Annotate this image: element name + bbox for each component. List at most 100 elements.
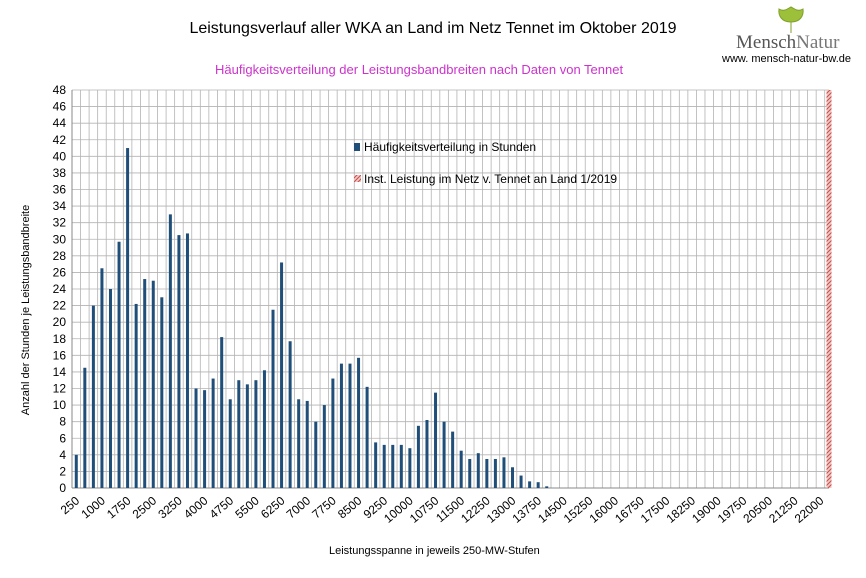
bar <box>237 380 241 488</box>
chart-title: Leistungsverlauf aller WKA an Land im Ne… <box>189 20 677 37</box>
bar <box>288 341 292 488</box>
y-tick-label: 2 <box>59 464 66 478</box>
bar <box>493 458 497 488</box>
legend-swatch-capacity <box>354 175 361 182</box>
x-axis-label: Leistungsspanne in jeweils 250-MW-Stufen <box>329 545 540 557</box>
y-tick-label: 32 <box>53 216 67 230</box>
x-tick-label: 1000 <box>78 493 108 521</box>
bar <box>211 378 215 488</box>
bar <box>297 399 301 488</box>
y-tick-label: 20 <box>53 315 67 329</box>
x-tick-label: 8500 <box>335 493 365 521</box>
y-tick-label: 16 <box>53 348 67 362</box>
bar <box>185 233 189 488</box>
x-tick-label: 5500 <box>232 493 262 521</box>
legend: Häufigkeitsverteilung in Stunden Inst. Le… <box>354 140 617 186</box>
bar <box>194 388 198 488</box>
x-tick-label: 3250 <box>155 493 185 521</box>
y-tick-label: 24 <box>53 282 67 296</box>
x-tick-label: 1750 <box>104 493 134 521</box>
bar <box>168 214 172 488</box>
bar <box>91 305 95 488</box>
x-tick-label: 10750 <box>407 493 442 525</box>
y-tick-label: 22 <box>53 299 67 313</box>
ginkgo-leaf-icon <box>778 6 804 33</box>
bar <box>228 399 232 488</box>
x-tick-label: 6250 <box>258 493 288 521</box>
x-tick-label: 4000 <box>181 493 211 521</box>
bar <box>348 363 352 488</box>
legend-label-bars: Häufigkeitsverteilung in Stunden <box>364 140 536 154</box>
bar <box>434 392 438 488</box>
bar <box>100 268 104 488</box>
bar <box>545 486 549 488</box>
y-tick-label: 36 <box>53 183 67 197</box>
bar <box>382 444 386 488</box>
y-tick-label: 14 <box>53 365 67 379</box>
bar <box>280 262 284 488</box>
y-tick-label: 26 <box>53 265 67 279</box>
x-tick-label: 250 <box>58 493 83 517</box>
chart-subtitle: Häufigkeitsverteilung der Leistungsbandb… <box>215 62 624 77</box>
bar <box>74 454 78 488</box>
bar <box>442 421 446 488</box>
bar <box>425 420 429 488</box>
y-tick-label: 12 <box>53 382 67 396</box>
bar <box>271 309 275 488</box>
bar <box>254 380 258 488</box>
y-tick-label: 10 <box>53 398 67 412</box>
bar <box>528 481 532 488</box>
logo-wordmark: MenschNatur <box>736 32 840 53</box>
bar <box>365 386 369 488</box>
axes <box>71 90 829 489</box>
x-tick-label: 4750 <box>207 493 237 521</box>
x-tick-label: 7000 <box>284 493 314 521</box>
bar <box>468 458 472 488</box>
bar <box>536 482 540 488</box>
y-tick-label: 8 <box>59 415 66 429</box>
bar <box>108 289 112 488</box>
capacity-line <box>826 90 832 488</box>
y-tick-label: 40 <box>53 149 67 163</box>
y-tick-label: 48 <box>53 83 67 97</box>
bar <box>374 442 378 488</box>
bar <box>160 297 164 488</box>
bar <box>391 444 395 488</box>
bar <box>220 337 224 488</box>
legend-label-capacity: Inst. Leistung im Netz v. Tennet an Land… <box>364 172 617 186</box>
y-tick-label: 44 <box>53 116 67 130</box>
bar <box>408 448 412 488</box>
y-tick-label: 38 <box>53 166 67 180</box>
x-tick-label: 7750 <box>309 493 339 521</box>
logo-url: www. mensch-natur-bw.de <box>722 53 851 65</box>
y-tick-label: 6 <box>59 431 66 445</box>
x-tick-label: 22000 <box>792 493 827 525</box>
bar <box>459 450 463 488</box>
y-tick-label: 18 <box>53 332 67 346</box>
bar <box>262 370 266 488</box>
bar <box>126 148 130 488</box>
bar <box>339 363 343 488</box>
y-tick-label: 42 <box>53 133 67 147</box>
bar <box>476 453 480 488</box>
capacity-bar <box>826 90 832 488</box>
bar <box>511 467 515 488</box>
bar <box>83 367 87 488</box>
y-tick-label: 0 <box>59 481 66 495</box>
y-tick-label: 46 <box>53 100 67 114</box>
bar <box>177 235 181 488</box>
bar <box>322 405 326 488</box>
bar <box>416 425 420 488</box>
bar-series <box>74 148 549 488</box>
y-tick-label: 4 <box>59 448 66 462</box>
y-tick-label: 30 <box>53 232 67 246</box>
y-tick-labels: 0246810121416182022242628303234363840424… <box>53 83 67 495</box>
bar <box>451 431 455 488</box>
legend-swatch-bars <box>354 143 360 151</box>
bar <box>143 279 147 488</box>
y-tick-label: 34 <box>53 199 67 213</box>
bar <box>314 421 318 488</box>
bar <box>357 357 361 488</box>
bar <box>117 241 121 488</box>
